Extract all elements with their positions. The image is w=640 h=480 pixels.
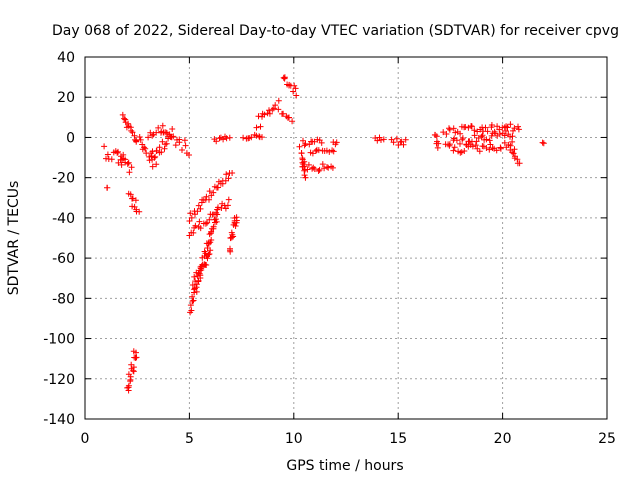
point-markers-diag-middle — [186, 196, 232, 239]
point-markers-drop-9.6 — [279, 110, 296, 125]
series-hump-4b — [145, 124, 170, 141]
y-tick-label: -40 — [52, 211, 75, 227]
series-band-17c — [446, 138, 518, 156]
series-drop-9.6 — [279, 110, 296, 125]
y-tick-label: 40 — [57, 50, 75, 66]
grid-lines — [85, 57, 607, 419]
series-band-17a — [440, 121, 522, 137]
point-markers-flat-6.4 — [211, 133, 233, 145]
y-tick-label: 0 — [66, 130, 75, 146]
data-points — [101, 74, 547, 394]
x-tick-label: 15 — [389, 431, 407, 447]
point-markers-stub-22 — [539, 139, 547, 147]
point-markers-early-descent — [115, 148, 135, 176]
y-tick-label: -100 — [43, 332, 75, 348]
x-tick-label: 25 — [598, 431, 616, 447]
point-markers-drop-10.4 — [296, 143, 309, 181]
series-points-16.9 — [431, 131, 442, 151]
point-markers-rise-9.7 — [280, 74, 300, 99]
x-tick-label: 5 — [185, 431, 194, 447]
series-fall-2.3 — [125, 190, 139, 204]
point-markers-band-17b — [442, 128, 516, 148]
point-markers-rise-8.4 — [253, 97, 282, 131]
point-markers-lone-point — [104, 184, 111, 191]
point-markers-early-cluster — [101, 143, 129, 168]
series-deep-low — [124, 348, 140, 394]
point-markers-band-17c — [446, 138, 518, 156]
series-fall-2.4 — [129, 203, 143, 215]
point-markers-diag-upper — [186, 170, 236, 224]
x-tick-label: 20 — [494, 431, 512, 447]
series-flat-8 — [240, 131, 265, 142]
series-block-7 — [227, 214, 240, 255]
point-markers-band-10.5c — [307, 146, 337, 157]
series-rise-9.7 — [280, 74, 300, 99]
series-lone-point — [104, 184, 111, 191]
point-markers-points-16.9 — [431, 131, 442, 151]
series-diag-upper — [186, 170, 236, 224]
series-hump-4 — [159, 122, 192, 158]
y-tick-label: -80 — [52, 291, 75, 307]
y-tick-label: -120 — [43, 372, 75, 388]
y-tick-label: -140 — [43, 412, 75, 428]
series-band-10.5c — [307, 146, 337, 157]
y-tick-label: 20 — [57, 90, 75, 106]
point-markers-tail-20.6 — [507, 147, 523, 167]
series-band-17b — [442, 128, 516, 148]
point-markers-hump-4b — [145, 124, 170, 141]
series-early-cluster — [101, 143, 129, 168]
point-markers-diag-lower-b — [189, 247, 214, 288]
series-drop-10.4 — [296, 143, 309, 181]
x-axis-ticks: 0 5 10 15 20 25 — [81, 57, 616, 447]
series-stub-22 — [539, 139, 547, 147]
series-stub-12 — [330, 139, 340, 148]
series-diag-middle — [186, 196, 232, 239]
point-markers-fall-2.4 — [129, 203, 143, 215]
series-tail-20.6 — [507, 147, 523, 167]
series-pair-15 — [388, 135, 409, 148]
point-markers-pair-14 — [372, 134, 387, 144]
point-markers-band-17a — [440, 121, 522, 137]
series-rise-1.9 — [119, 111, 140, 145]
y-axis-ticks: -140 -120 -100 -80 -60 -40 -20 0 20 40 — [43, 50, 607, 428]
point-markers-fall-2.3 — [125, 190, 139, 204]
plot-border — [84, 56, 608, 420]
series-flat-6.4 — [211, 133, 233, 145]
point-markers-block-7 — [227, 214, 240, 255]
x-axis-label: GPS time / hours — [286, 458, 403, 474]
point-markers-deep-low — [124, 348, 140, 394]
series-band-10.5b — [300, 136, 325, 149]
point-markers-flat-8 — [240, 131, 265, 142]
chart-title: Day 068 of 2022, Sidereal Day-to-day VTE… — [52, 23, 619, 39]
y-tick-label: -20 — [52, 171, 75, 187]
point-markers-stub-12 — [330, 139, 340, 148]
series-rise-8.4 — [253, 97, 282, 131]
point-markers-band-10.5b — [300, 136, 325, 149]
series-early-descent — [115, 148, 135, 176]
y-axis-label: SDTVAR / TECUs — [6, 181, 22, 296]
point-markers-hump-4 — [159, 122, 192, 158]
series-pair-14 — [372, 134, 387, 144]
x-tick-label: 0 — [81, 431, 90, 447]
series-diag-lower-b — [189, 247, 214, 288]
point-markers-pair-15 — [388, 135, 409, 148]
point-markers-rise-1.9 — [119, 111, 140, 145]
y-tick-label: -60 — [52, 251, 75, 267]
x-tick-label: 10 — [285, 431, 303, 447]
